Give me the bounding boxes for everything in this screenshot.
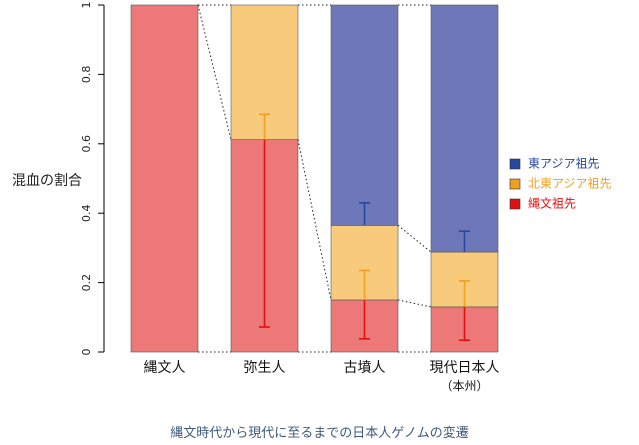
connector-line (197, 4, 232, 140)
y-tick-label: 0.2 (80, 274, 93, 292)
figure-caption: 縄文時代から現代に至るまでの日本人ゲノムの変遷 (170, 426, 469, 441)
y-tick-label: 0.4 (80, 204, 93, 222)
legend-swatch (509, 198, 521, 210)
y-axis-title: 混血の割合 (12, 172, 82, 189)
bar-segment (130, 4, 199, 353)
y-tick-label: 0 (80, 349, 93, 356)
legend-swatch (509, 178, 521, 190)
category-label: 現代日本人 (430, 360, 500, 376)
legend-label: 東アジア祖先 (528, 156, 600, 171)
legend-swatch (509, 158, 521, 170)
y-tick-label: 0.8 (80, 66, 93, 84)
category-label-sub: （本州） (440, 379, 488, 393)
connector-line (297, 139, 332, 301)
legend-label: 北東アジア祖先 (528, 176, 612, 191)
category-label: 弥生人 (244, 359, 286, 376)
connector-line (397, 224, 432, 253)
y-tick-label: 0.6 (80, 135, 93, 153)
category-label: 縄文人 (144, 360, 186, 376)
bar-segment (330, 4, 399, 226)
category-label: 古墳人 (344, 360, 386, 376)
bar-segment (430, 4, 499, 253)
y-tick-label: 1 (80, 2, 93, 9)
connector-line (397, 299, 432, 308)
legend-label: 縄文祖先 (528, 196, 576, 211)
